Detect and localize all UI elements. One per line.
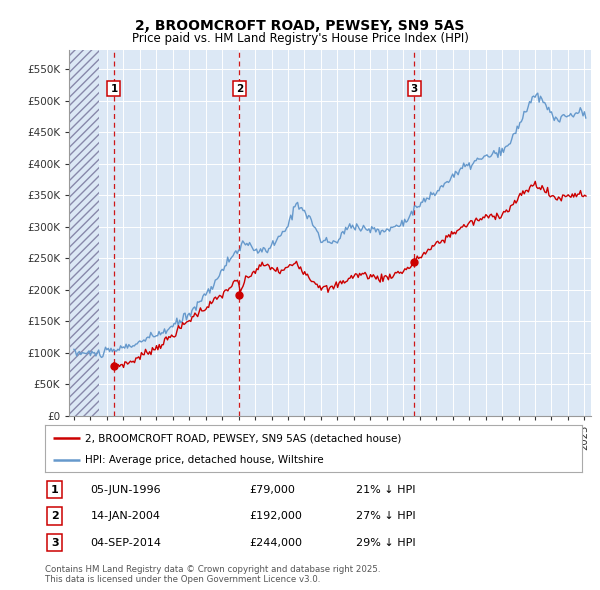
Text: 04-SEP-2014: 04-SEP-2014 (91, 537, 161, 548)
Text: 2, BROOMCROFT ROAD, PEWSEY, SN9 5AS (detached house): 2, BROOMCROFT ROAD, PEWSEY, SN9 5AS (det… (85, 433, 401, 443)
Text: £244,000: £244,000 (249, 537, 302, 548)
Text: 27% ↓ HPI: 27% ↓ HPI (356, 511, 416, 521)
Text: Contains HM Land Registry data © Crown copyright and database right 2025.
This d: Contains HM Land Registry data © Crown c… (45, 565, 380, 584)
Text: 1: 1 (110, 84, 118, 94)
Text: £79,000: £79,000 (249, 484, 295, 494)
Text: 1: 1 (51, 484, 59, 494)
Text: HPI: Average price, detached house, Wiltshire: HPI: Average price, detached house, Wilt… (85, 455, 324, 465)
Text: 2: 2 (236, 84, 243, 94)
Text: 2: 2 (51, 511, 59, 521)
Text: 29% ↓ HPI: 29% ↓ HPI (356, 537, 416, 548)
Bar (69, 50, 98, 416)
Text: 3: 3 (410, 84, 418, 94)
Text: £192,000: £192,000 (249, 511, 302, 521)
Text: 05-JUN-1996: 05-JUN-1996 (91, 484, 161, 494)
Text: 14-JAN-2004: 14-JAN-2004 (91, 511, 161, 521)
Text: Price paid vs. HM Land Registry's House Price Index (HPI): Price paid vs. HM Land Registry's House … (131, 32, 469, 45)
Text: 21% ↓ HPI: 21% ↓ HPI (356, 484, 416, 494)
Text: 3: 3 (51, 537, 58, 548)
Text: 2, BROOMCROFT ROAD, PEWSEY, SN9 5AS: 2, BROOMCROFT ROAD, PEWSEY, SN9 5AS (136, 19, 464, 33)
